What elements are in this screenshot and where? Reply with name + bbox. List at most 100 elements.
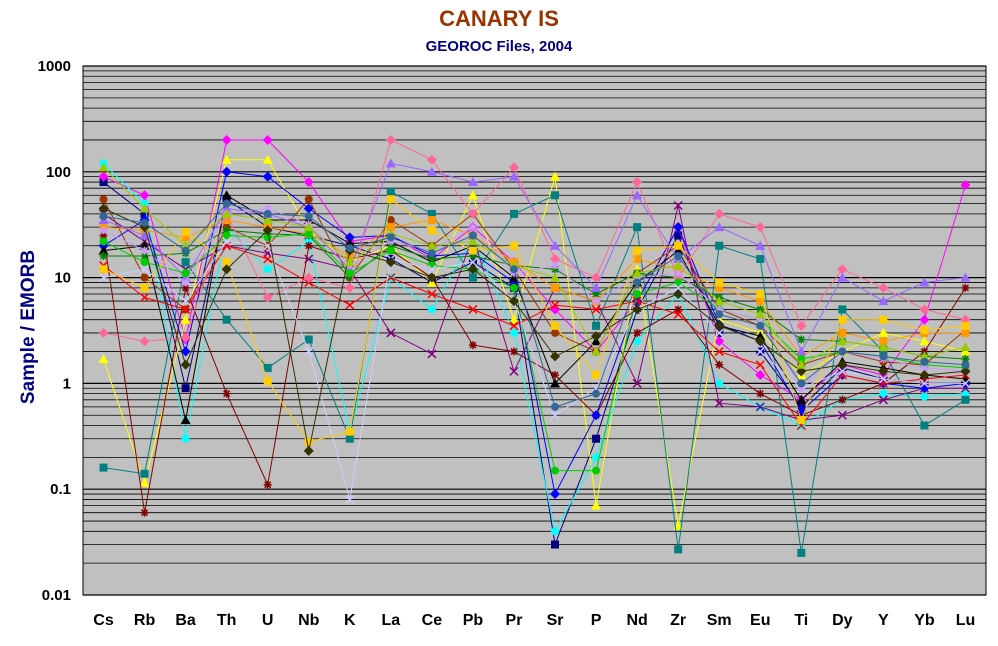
data-point [673, 222, 684, 233]
data-point [838, 395, 847, 404]
data-point [467, 264, 478, 275]
data-point [755, 347, 765, 357]
data-point [468, 252, 477, 261]
data-point [960, 180, 971, 191]
data-point [632, 177, 643, 188]
data-point [633, 328, 642, 337]
data-point [715, 305, 724, 314]
data-point [960, 342, 971, 352]
y-tick-label: 0.1 [50, 481, 71, 498]
data-point [140, 246, 149, 255]
data-point [140, 273, 149, 282]
data-point [961, 360, 970, 369]
data-point [181, 283, 190, 292]
data-point [427, 226, 436, 235]
data-point [837, 410, 847, 420]
data-point [756, 254, 765, 263]
data-point [797, 384, 806, 393]
data-point [303, 445, 314, 456]
data-point [632, 268, 643, 278]
data-point [508, 171, 519, 181]
data-point [98, 327, 109, 338]
data-point [633, 223, 642, 232]
data-point [262, 225, 273, 236]
data-point [920, 392, 929, 401]
series-line [103, 167, 966, 366]
data-point [386, 187, 395, 196]
data-point [796, 359, 807, 369]
data-point [550, 171, 561, 181]
data-point [386, 216, 395, 225]
data-point [592, 453, 601, 462]
data-point [755, 331, 766, 341]
data-point [550, 410, 560, 420]
data-point [919, 378, 929, 388]
data-point [551, 466, 560, 475]
data-point [674, 252, 683, 261]
data-point [960, 366, 971, 377]
data-point [837, 272, 848, 282]
data-point [221, 134, 232, 145]
data-point [468, 223, 477, 232]
data-point [303, 222, 314, 232]
data-point [222, 258, 231, 267]
data-point [919, 304, 930, 315]
series-line [103, 233, 966, 472]
data-point [674, 231, 683, 240]
data-point [222, 231, 231, 240]
data-point [633, 254, 642, 263]
data-point [344, 257, 355, 267]
data-point [263, 265, 272, 274]
data-point [344, 232, 355, 243]
data-point [262, 154, 273, 164]
data-point [181, 434, 190, 443]
data-point [426, 166, 437, 176]
data-point [633, 337, 642, 346]
data-point [180, 415, 191, 425]
data-point [755, 336, 766, 347]
data-point [345, 269, 354, 278]
data-point [140, 264, 150, 274]
data-point [961, 283, 970, 292]
data-point [386, 195, 395, 204]
data-point [714, 398, 724, 408]
data-point [878, 342, 889, 352]
series-line [103, 229, 966, 360]
data-point [427, 305, 436, 314]
data-point [673, 200, 683, 211]
data-point [878, 374, 888, 384]
data-point [98, 203, 109, 214]
data-point [550, 253, 561, 264]
x-tick-label: Ce [422, 612, 443, 629]
data-point [714, 222, 725, 232]
data-point [919, 351, 930, 361]
data-point [139, 336, 150, 347]
series-line [103, 163, 966, 533]
series-line [103, 139, 966, 342]
data-point [304, 347, 314, 357]
data-point [509, 241, 518, 250]
data-point [385, 134, 396, 145]
data-point [427, 216, 436, 225]
data-point [591, 282, 602, 292]
data-point [592, 389, 601, 398]
data-point [592, 371, 601, 380]
data-point [221, 208, 232, 218]
y-tick-label: 10 [54, 270, 71, 287]
data-point [386, 233, 395, 242]
data-point [427, 349, 437, 359]
data-point [715, 360, 724, 369]
data-point [633, 246, 642, 255]
data-point [673, 260, 684, 270]
data-point [467, 208, 478, 219]
x-tick-label: Dy [832, 612, 853, 629]
x-tick-label: Cs [93, 612, 114, 629]
x-tick-label: Pr [506, 612, 523, 629]
data-point [960, 378, 971, 388]
data-point [838, 328, 847, 337]
data-point [427, 254, 436, 263]
data-point [426, 240, 437, 250]
data-point [551, 191, 560, 200]
data-point [920, 363, 929, 372]
data-point [961, 321, 970, 330]
